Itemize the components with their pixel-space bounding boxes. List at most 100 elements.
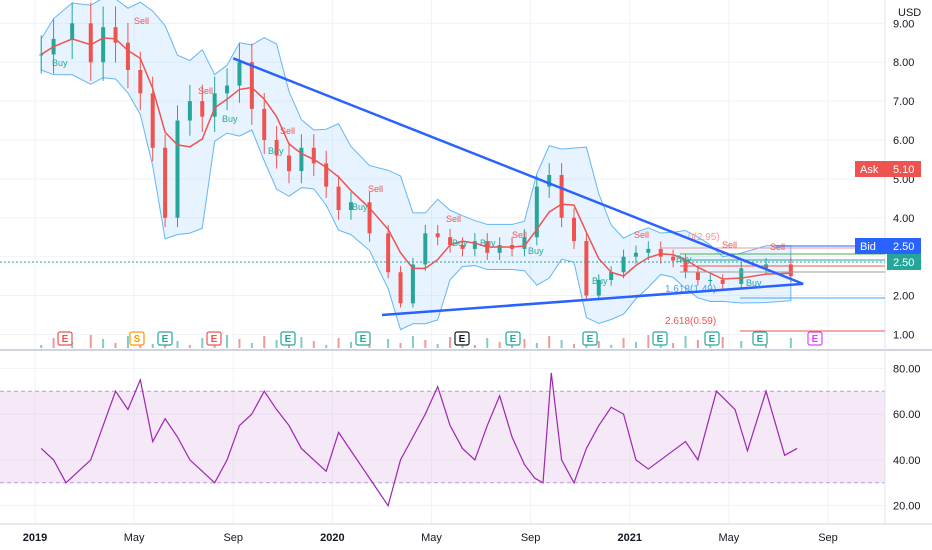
candle-body xyxy=(274,140,279,156)
candle-body xyxy=(237,62,242,86)
candle-body xyxy=(262,108,267,140)
volume-bar xyxy=(449,337,452,348)
moving-average-line xyxy=(40,37,791,280)
volume-bar xyxy=(399,343,402,348)
candle-body xyxy=(708,280,713,281)
buy-signal: Buy xyxy=(268,146,284,156)
event-earnings-letter: E xyxy=(510,334,517,345)
candle-body xyxy=(633,252,638,257)
time-tick-label: Sep xyxy=(818,532,838,544)
volume-bar xyxy=(486,338,489,348)
candle-body xyxy=(336,186,341,210)
sell-signal: Sell xyxy=(446,214,461,224)
candle-body xyxy=(410,264,415,304)
event-earnings-letter: E xyxy=(657,334,664,345)
buy-signal: Buy xyxy=(52,58,68,68)
volume-bar xyxy=(535,343,538,348)
rsi-overbought-oversold-band xyxy=(0,391,885,483)
bid-badge: Bid 2.50 xyxy=(775,238,921,254)
ask-badge-label: Ask xyxy=(860,164,879,176)
candle-body xyxy=(150,93,155,148)
price-tick-label: 7.00 xyxy=(893,96,914,108)
volume-bar xyxy=(387,339,390,348)
candle-body xyxy=(671,256,676,261)
volume-bar xyxy=(789,338,792,348)
sell-signal: Sell xyxy=(198,86,213,96)
volume-bar xyxy=(126,336,129,348)
candle-body xyxy=(39,54,44,56)
volume-bar xyxy=(201,338,204,348)
price-axis[interactable]: 9.008.007.006.005.004.003.002.001.00 xyxy=(893,18,914,341)
candle-body xyxy=(448,237,453,245)
price-tick-label: 2.00 xyxy=(893,291,914,303)
volume-bar xyxy=(151,344,154,348)
candle-body xyxy=(658,248,663,257)
ask-badge-value: 5.10 xyxy=(893,164,914,176)
price-grid xyxy=(0,0,885,524)
candle-body xyxy=(101,27,106,63)
volume-bar xyxy=(622,338,625,348)
candles xyxy=(39,2,793,308)
volume-bar xyxy=(102,339,105,348)
rsi-line xyxy=(40,372,798,508)
time-tick-label: May xyxy=(421,532,442,544)
event-earnings-letter: E xyxy=(162,334,169,345)
candle-body xyxy=(571,217,576,242)
event-earnings-icon xyxy=(157,331,173,346)
buy-signal: Buy xyxy=(222,114,238,124)
candle-body xyxy=(299,147,304,172)
volume-bar xyxy=(740,341,743,348)
currency-label: USD xyxy=(898,7,921,19)
rsi-tick-label: 20.00 xyxy=(893,501,921,513)
volume-bar xyxy=(634,342,637,348)
bid-badge-value: 2.50 xyxy=(893,241,914,253)
volume-bar xyxy=(572,344,575,348)
event-earnings-icon xyxy=(280,331,296,346)
volume-bar xyxy=(288,344,291,348)
event-earnings-letter: E xyxy=(587,334,594,345)
time-axis[interactable]: 2019 May Sep 2020 May Sep 2021 May Sep xyxy=(23,532,838,544)
volume-bar xyxy=(548,336,551,348)
candle-body xyxy=(367,202,372,234)
event-earnings-icon xyxy=(582,331,598,346)
buy-signal: Buy xyxy=(746,278,762,288)
ascending-trendline[interactable] xyxy=(381,282,804,317)
sell-signal: Sell xyxy=(722,240,737,250)
volume-bar xyxy=(275,340,278,348)
rsi-grid xyxy=(0,367,885,507)
descending-trendline[interactable] xyxy=(232,57,804,286)
rsi-axis[interactable]: 80.00 60.00 40.00 20.00 xyxy=(893,363,921,512)
volume-bar xyxy=(52,338,55,348)
candle-body xyxy=(621,256,626,273)
candle-body xyxy=(460,245,465,249)
ask-badge: Ask 5.10 xyxy=(855,161,921,177)
candle-body xyxy=(225,85,230,94)
candle-body xyxy=(88,23,93,63)
event-earnings-icon xyxy=(57,331,73,346)
candle-body xyxy=(175,120,180,218)
time-tick-label: Sep xyxy=(521,532,541,544)
volume-bar xyxy=(523,339,526,348)
candle-body xyxy=(113,27,118,43)
bollinger-band xyxy=(40,0,792,331)
candle-body xyxy=(187,101,192,121)
candle-body xyxy=(423,233,428,265)
volume-bar xyxy=(765,345,768,348)
event-earnings-letter: E xyxy=(211,334,218,345)
candle-body xyxy=(534,186,539,238)
time-tick-label: Sep xyxy=(223,532,243,544)
volume-bar xyxy=(424,340,427,348)
candle-body xyxy=(212,93,217,117)
sell-signal: Sell xyxy=(368,184,383,194)
price-tick-label: 9.00 xyxy=(893,18,914,30)
time-tick-label: May xyxy=(124,532,145,544)
volume-bar xyxy=(473,345,476,348)
volume-bar xyxy=(325,345,328,348)
volume-bar xyxy=(672,343,675,348)
event-earnings-icon xyxy=(752,331,768,346)
candle-body xyxy=(287,155,292,172)
volume-bar xyxy=(696,340,699,348)
volume-bar xyxy=(250,343,253,348)
